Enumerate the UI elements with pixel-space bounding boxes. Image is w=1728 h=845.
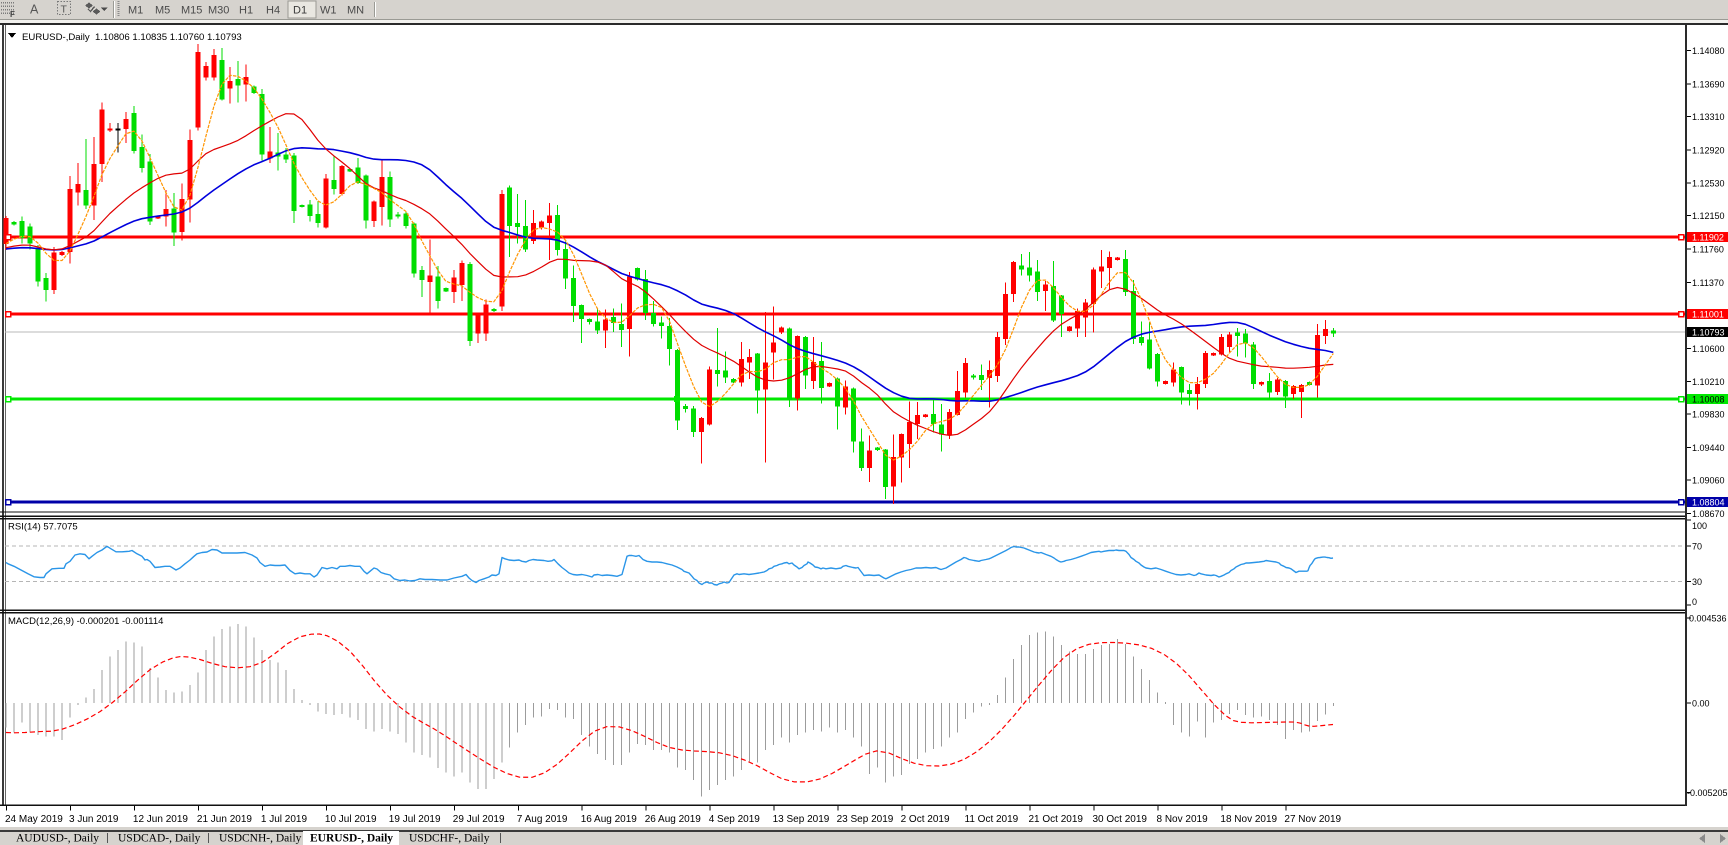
- svg-text:1.09830: 1.09830: [1692, 410, 1725, 420]
- svg-text:M1: M1: [128, 5, 143, 17]
- svg-text:13 Sep 2019: 13 Sep 2019: [773, 814, 830, 825]
- svg-text:1.12920: 1.12920: [1692, 145, 1725, 155]
- svg-text:27 Nov 2019: 27 Nov 2019: [1284, 814, 1341, 825]
- svg-text:-0.005205: -0.005205: [1687, 788, 1728, 798]
- svg-text:26 Aug 2019: 26 Aug 2019: [645, 814, 702, 825]
- svg-text:11 Oct 2019: 11 Oct 2019: [965, 814, 1019, 825]
- svg-text:1.10600: 1.10600: [1692, 344, 1725, 354]
- svg-text:19 Jul 2019: 19 Jul 2019: [389, 814, 441, 825]
- svg-text:W1: W1: [320, 5, 337, 17]
- svg-text:EURUSD-, Daily: EURUSD-, Daily: [310, 833, 393, 845]
- svg-text:1.11370: 1.11370: [1692, 278, 1724, 288]
- svg-text:H1: H1: [239, 5, 253, 17]
- svg-text:M15: M15: [181, 5, 202, 17]
- svg-text:4 Sep 2019: 4 Sep 2019: [709, 814, 761, 825]
- svg-text:16 Aug 2019: 16 Aug 2019: [581, 814, 638, 825]
- svg-text:A: A: [30, 3, 39, 17]
- svg-text:1.09440: 1.09440: [1692, 443, 1725, 453]
- svg-text:12 Jun 2019: 12 Jun 2019: [133, 814, 188, 825]
- svg-text:1.14080: 1.14080: [1692, 46, 1725, 56]
- svg-text:0.004536: 0.004536: [1689, 614, 1727, 624]
- svg-text:1.11001: 1.11001: [1692, 310, 1724, 320]
- svg-text:T: T: [61, 4, 68, 16]
- svg-text:RSI(14) 57.7075: RSI(14) 57.7075: [8, 522, 78, 533]
- svg-text:2 Oct 2019: 2 Oct 2019: [901, 814, 950, 825]
- svg-text:1.09060: 1.09060: [1692, 476, 1725, 486]
- svg-text:1.08670: 1.08670: [1692, 509, 1725, 519]
- svg-text:3 Jun 2019: 3 Jun 2019: [69, 814, 119, 825]
- svg-text:0.00: 0.00: [1692, 699, 1710, 709]
- svg-text:MACD(12,26,9) -0.000201 -0.001: MACD(12,26,9) -0.000201 -0.001114: [8, 616, 163, 627]
- svg-text:1.10793: 1.10793: [1692, 328, 1725, 338]
- svg-text:USDCNH-, Daily: USDCNH-, Daily: [219, 833, 302, 845]
- svg-text:1.08804: 1.08804: [1692, 498, 1725, 508]
- svg-text:1.11902: 1.11902: [1692, 233, 1724, 243]
- svg-text:18 Nov 2019: 18 Nov 2019: [1220, 814, 1277, 825]
- svg-text:0: 0: [1692, 597, 1697, 607]
- svg-text:21 Jun 2019: 21 Jun 2019: [197, 814, 252, 825]
- svg-text:30: 30: [1692, 577, 1702, 587]
- svg-text:8 Nov 2019: 8 Nov 2019: [1157, 814, 1209, 825]
- svg-text:70: 70: [1692, 542, 1702, 552]
- svg-text:EURUSD-,Daily 1.10806 1.10835: EURUSD-,Daily 1.10806 1.10835 1.10760 1.…: [22, 32, 242, 43]
- svg-text:29 Jul 2019: 29 Jul 2019: [453, 814, 505, 825]
- svg-text:1.12150: 1.12150: [1692, 211, 1725, 221]
- svg-text:1.13690: 1.13690: [1692, 80, 1725, 90]
- svg-text:F: F: [10, 10, 15, 19]
- svg-text:D1: D1: [293, 5, 307, 17]
- svg-text:AUDUSD-, Daily: AUDUSD-, Daily: [16, 833, 99, 845]
- svg-text:M30: M30: [208, 5, 229, 17]
- svg-text:USDCAD-, Daily: USDCAD-, Daily: [118, 833, 201, 845]
- svg-text:10 Jul 2019: 10 Jul 2019: [325, 814, 377, 825]
- svg-text:MN: MN: [347, 5, 364, 17]
- svg-text:7 Aug 2019: 7 Aug 2019: [517, 814, 568, 825]
- svg-text:1.11760: 1.11760: [1692, 245, 1724, 255]
- svg-text:24 May 2019: 24 May 2019: [5, 814, 63, 825]
- svg-text:100: 100: [1692, 521, 1707, 531]
- svg-text:USDCHF-, Daily: USDCHF-, Daily: [409, 833, 490, 845]
- svg-text:H4: H4: [266, 5, 280, 17]
- svg-text:1.13310: 1.13310: [1692, 112, 1725, 122]
- svg-text:1.10210: 1.10210: [1692, 377, 1725, 387]
- svg-text:30 Oct 2019: 30 Oct 2019: [1093, 814, 1148, 825]
- svg-text:M5: M5: [155, 5, 170, 17]
- svg-text:1 Jul 2019: 1 Jul 2019: [261, 814, 308, 825]
- svg-text:1.10008: 1.10008: [1692, 395, 1725, 405]
- svg-text:21 Oct 2019: 21 Oct 2019: [1029, 814, 1084, 825]
- svg-text:23 Sep 2019: 23 Sep 2019: [837, 814, 894, 825]
- svg-text:1.12530: 1.12530: [1692, 179, 1725, 189]
